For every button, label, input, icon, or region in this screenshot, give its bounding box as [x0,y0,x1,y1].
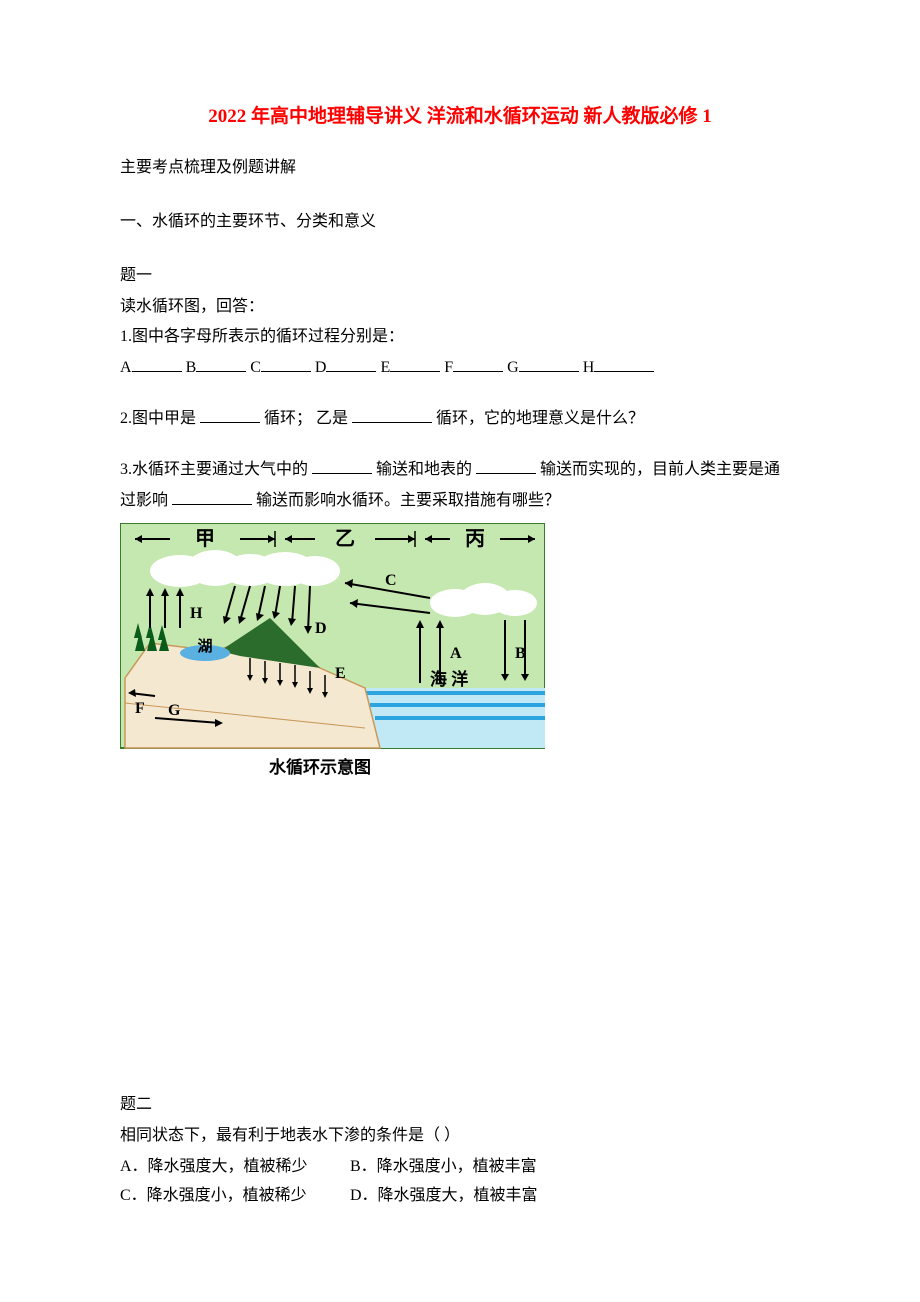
letter-d: D [315,359,327,376]
q1-sub3-p2: 输送和地表的 [372,461,476,478]
q1-sub3-p3: 输送而实现的，目前人类主要是通 [536,461,780,478]
blank-yi [352,407,432,423]
svg-text:D: D [315,620,327,637]
blank-e [390,356,440,372]
svg-text:海 洋: 海 洋 [430,669,468,689]
q1-sub3-p4: 过影响 [120,492,172,509]
blank-h [594,356,654,372]
section-label: 主要考点梳理及例题讲解 [120,154,800,183]
heading-section-one: 一、水循环的主要环节、分类和意义 [120,208,800,237]
letter-h: H [583,359,595,376]
svg-text:F: F [135,700,145,717]
choice-b: B．降水强度小，植被丰富 [350,1153,537,1182]
svg-text:A: A [450,645,462,662]
letter-a: A [120,359,132,376]
choice-d: D．降水强度大，植被丰富 [350,1182,538,1211]
letter-f: F [444,359,453,376]
blank-b [196,356,246,372]
q2-intro: 相同状态下，最有利于地表水下渗的条件是（ ） [120,1122,800,1151]
q1-title: 题一 [120,262,800,291]
letter-b: B [186,359,197,376]
svg-text:B: B [515,645,526,662]
blank-c [261,356,311,372]
q2-title: 题二 [120,1091,800,1120]
blank-atm [312,458,372,474]
blank-a [132,356,182,372]
q1-letters-row: A B C D E F G H [120,354,800,383]
svg-text:丙: 丙 [465,528,485,550]
document-title: 2022 年高中地理辅导讲义 洋流和水循环运动 新人教版必修 1 [120,100,800,134]
blank-g [519,356,579,372]
svg-text:G: G [168,702,181,719]
choice-a: A．降水强度大，植被稀少 [120,1153,350,1182]
q2-choices: A．降水强度大，植被稀少 B．降水强度小，植被丰富 C．降水强度小，植被稀少 D… [120,1153,800,1211]
q1-sub3-p5: 输送而影响水循环。主要采取措施有哪些？ [252,492,560,509]
svg-text:H: H [190,605,203,622]
svg-text:水循环示意图: 水循环示意图 [269,757,371,777]
blank-f [453,356,503,372]
q1-sub3-line2: 过影响 输送而影响水循环。主要采取措施有哪些？ [120,487,800,516]
q1-sub3-p1: 3.水循环主要通过大气中的 [120,461,312,478]
svg-text:E: E [335,665,346,682]
q1-sub2: 2.图中甲是 循环； 乙是 循环，它的地理意义是什么？ [120,405,800,434]
q1-intro: 读水循环图，回答： [120,293,800,322]
blank-surface [476,458,536,474]
svg-text:湖: 湖 [197,638,212,655]
svg-text:甲: 甲 [195,528,215,550]
letter-g: G [507,359,519,376]
svg-text:C: C [385,572,397,589]
water-cycle-diagram: 甲 乙 丙 湖 [120,523,545,781]
q1-sub1: 1.图中各字母所表示的循环过程分别是： [120,323,800,352]
blank-d [326,356,376,372]
letter-e: E [380,359,390,376]
blank-jia [200,407,260,423]
q1-sub3: 3.水循环主要通过大气中的 输送和地表的 输送而实现的，目前人类主要是通 [120,456,800,485]
svg-text:乙: 乙 [335,528,355,550]
blank-impact [172,489,252,505]
choice-c: C．降水强度小，植被稀少 [120,1182,350,1211]
q1-sub2-mid2: 循环，它的地理意义是什么？ [432,410,644,427]
q1-sub2-mid1: 循环； 乙是 [260,410,352,427]
letter-c: C [250,359,261,376]
q1-sub2-prefix: 2.图中甲是 [120,410,200,427]
